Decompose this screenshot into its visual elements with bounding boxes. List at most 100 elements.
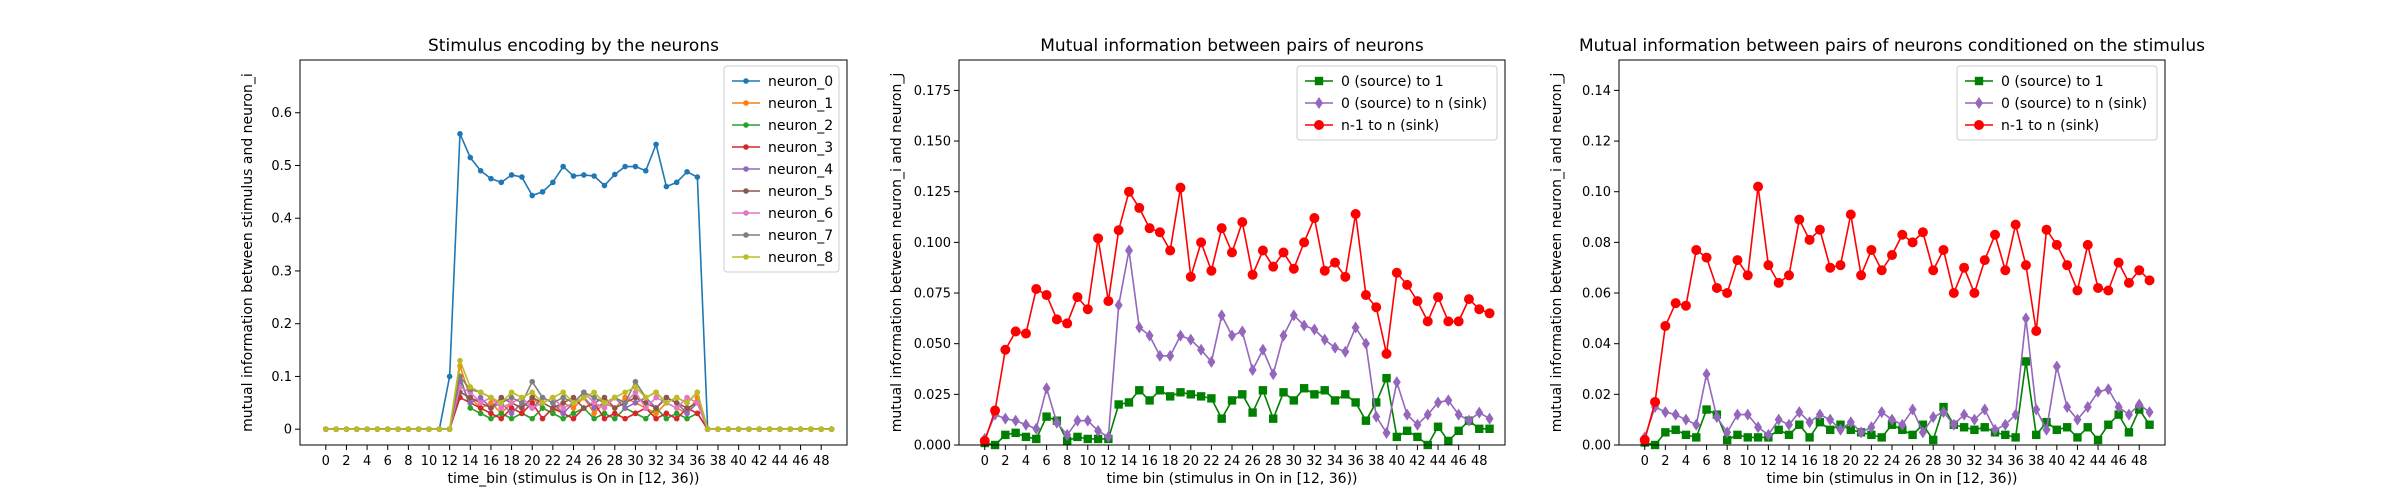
chart-3-series-2-point [1898,418,1907,431]
chart-1-series-3-point [550,410,556,417]
chart-1-series-9-point [426,426,432,432]
chart-3-series-3-point [1732,255,1743,266]
chart-2-series-3-point [1391,267,1402,278]
chart-3-x-tick-label: 34 [1987,454,2004,469]
chart-2-series-1-point [1176,388,1185,397]
chart-1-y-tick-label: 0.1 [271,370,292,385]
chart-1-series-9-point [467,384,474,390]
chart-2-series-2-point [1032,422,1041,435]
chart-2-y-tick-label: 0.025 [914,388,951,403]
chart-2-series-3-point [1463,294,1474,305]
chart-2-series-1-point [1032,434,1041,444]
chart-2-y-tick-label: 0.175 [914,84,951,99]
chart-2-x-tick-label: 14 [1121,454,1138,469]
chart-1-series-4-point [653,415,659,422]
chart-3-series-2-point [1826,413,1835,426]
chart-1-legend-label: neuron_5 [768,184,833,200]
chart-1-series-3-point [570,410,577,417]
chart-1-series-9-point [746,426,752,432]
chart-1-series-9-point [446,426,453,432]
chart-1-series-9-point [488,394,494,401]
chart-1-series-4-point [508,405,515,411]
chart-3-legend-label: n-1 to n (sink) [2001,118,2099,134]
chart-2-x-tick-label: 26 [1244,454,1261,469]
chart-2-x-tick-label: 10 [1080,454,1097,469]
chart-2-x-tick-label: 46 [1450,454,1467,469]
chart-3-y-tick-label: 0.00 [1582,439,1611,454]
chart-1-x-axis-label: time_bin (stimulus is On in [12, 36)) [448,471,700,487]
chart-2-y-tick-label: 0.150 [914,135,951,150]
chart-1-series-9-point [704,426,711,432]
chart-2-x-tick-label: 4 [1022,454,1030,469]
chart-1-series-9-point [663,400,670,406]
chart-2-series-2-point [1063,428,1072,441]
chart-1-series-6-point [642,400,649,406]
chart-2-series-3-point [1062,318,1073,329]
chart-2-series-3-point [1082,304,1093,315]
chart-1-series-9-point [384,426,391,432]
chart-3-series-2-point [1949,418,1958,431]
chart-3-series-3-point [1742,270,1753,281]
chart-1-series-9-point [415,426,422,432]
chart-1-series-4-point [529,400,536,406]
chart-2-x-tick-label: 30 [1286,454,1303,469]
chart-1-series-9-point [457,357,463,364]
chart-2-series-2-point [1238,325,1247,338]
chart-2-series-2-point [1217,309,1226,322]
chart-1-series-1-point [446,373,453,380]
chart-1-series-9-point [808,426,814,432]
chart-3-title: Mutual information between pairs of neur… [1579,36,2205,56]
chart-2-series-3-point [1144,223,1155,234]
chart-2-series-3-point [1103,296,1114,307]
chart-3-series-2-point [1784,418,1793,431]
chart-2-y-tick-label: 0.075 [914,287,951,302]
chart-3-series-2-point [1733,408,1742,421]
chart-3-x-tick-label: 40 [2049,454,2066,469]
chart-3-x-tick-label: 18 [1822,454,1839,469]
chart-1-x-tick-label: 46 [792,454,809,469]
chart-2-y-tick-label: 0.100 [914,236,951,251]
chart-3-series-3-point [1969,288,1980,299]
chart-3-series-2-point [2011,408,2020,421]
chart-3-series-3-point [1670,298,1681,309]
chart-1-legend-marker [743,78,749,84]
chart-1-legend-label: neuron_8 [768,250,833,266]
chart-3-y-tick-label: 0.06 [1582,287,1611,302]
chart-2-series-1-point [1330,396,1340,405]
chart-1-series-6-point [570,394,577,401]
chart-1-series-7-point [560,405,566,411]
chart-1-series-9-point [395,426,401,432]
chart-3-series-2-point [1960,408,1969,421]
chart-1-series-8-point [591,394,597,401]
chart-1-x-tick-label: 40 [730,454,747,469]
chart-1-series-4-point [694,410,701,417]
chart-3-series-1-point [1877,433,1886,442]
chart-1-series-9-point [601,400,608,406]
chart-3-series-3-point [1701,252,1712,263]
chart-2-series-3-point [1402,279,1413,290]
chart-1-series-7-point [591,400,597,406]
chart-1-x-tick-label: 8 [404,454,412,469]
chart-2-series-2-point [1197,343,1206,356]
chart-2-x-tick-label: 2 [1001,454,1009,469]
chart-1-series-1-point [611,171,618,178]
chart-1-series-3-point [601,410,608,417]
chart-1-legend-label: neuron_0 [768,74,833,90]
chart-2-series-1-point [1145,396,1154,405]
chart-2-series-2-point [1011,414,1020,427]
chart-1-series-7-point [673,405,680,411]
chart-2-series-2-point [1464,414,1473,427]
chart-1-x-tick-label: 0 [322,454,330,469]
chart-3-series-2-point [1723,426,1732,439]
chart-3-series-2-point [2042,423,2051,436]
chart-1-y-tick-label: 0.2 [271,317,292,332]
chart-3-series-2-point [1795,406,1804,419]
chart-3-series-3-point [2062,260,2073,271]
chart-2-series-3-point [1422,316,1433,327]
chart-3-series-1-point [2104,420,2113,429]
chart-2-series-3-point [1278,247,1289,258]
chart-1-x-tick-label: 18 [503,454,520,469]
chart-2-series-3-point [1051,314,1062,325]
chart-1-series-1-point [591,173,597,179]
chart-3-series-3-point [1814,224,1825,235]
